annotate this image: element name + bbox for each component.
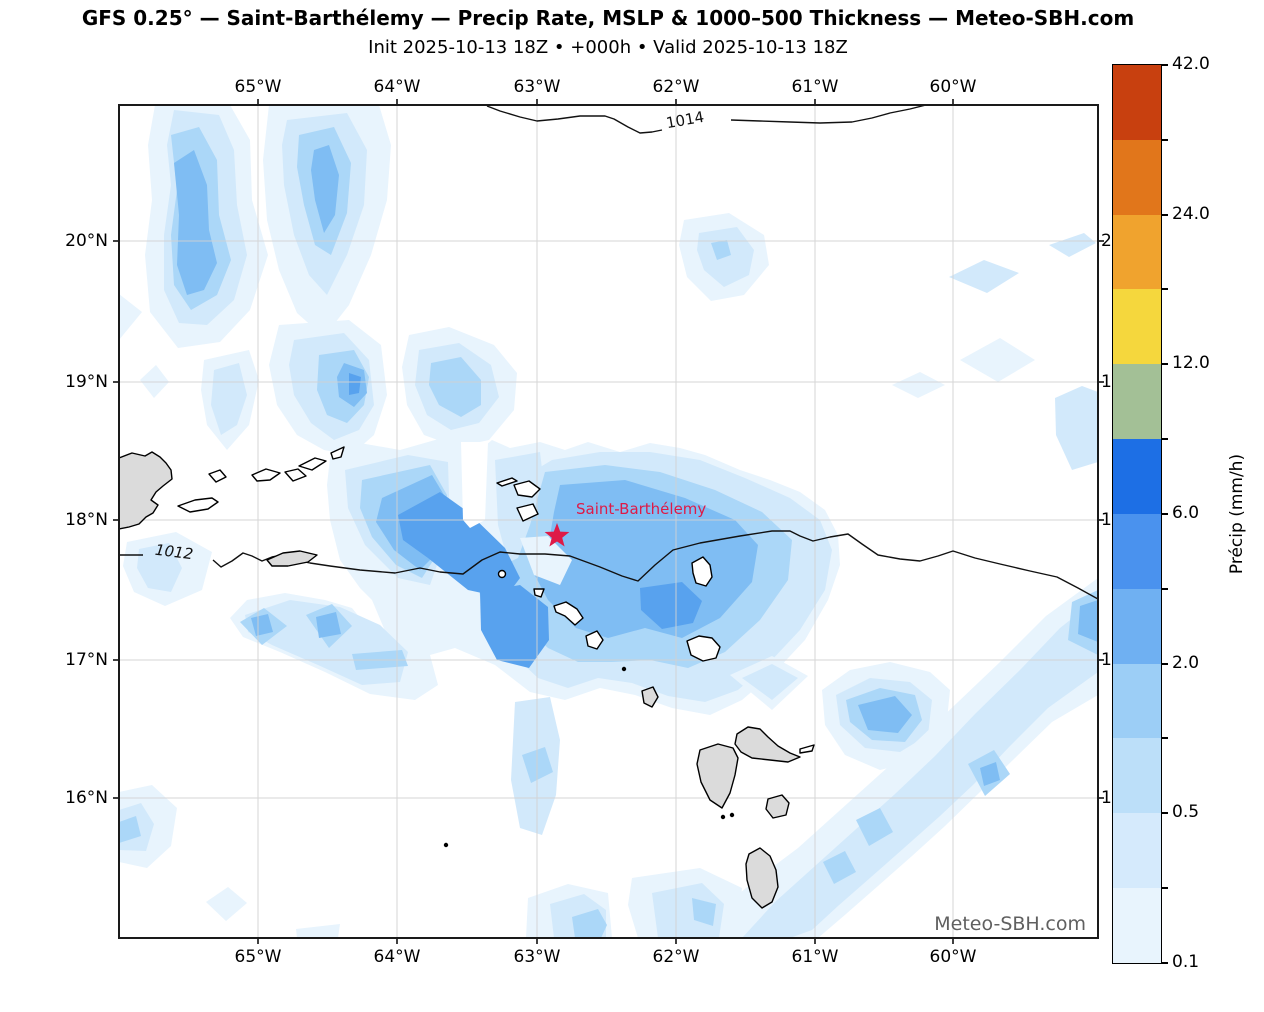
precip-shading	[119, 105, 1098, 938]
graticule	[119, 105, 1098, 938]
colorbar-segment	[1113, 364, 1161, 439]
lon-tick-top: 62°W	[652, 77, 700, 97]
lon-tick-bottom: 63°W	[513, 947, 561, 967]
subtitle: Init 2025-10-13 18Z • +000h • Valid 2025…	[368, 37, 848, 58]
colorbar-segment	[1113, 888, 1161, 963]
colorbar-tick	[1161, 588, 1168, 590]
colorbar-tick	[1161, 438, 1168, 440]
colorbar-tick	[1161, 887, 1168, 889]
lon-tick-bottom: 65°W	[234, 947, 282, 967]
colorbar-tick	[1161, 214, 1168, 216]
colorbar-tick	[1161, 737, 1168, 739]
colorbar-tick	[1161, 812, 1168, 814]
islands	[119, 446, 815, 909]
colorbar-tick-label: 6.0	[1172, 503, 1200, 523]
colorbar-tick-label: 24.0	[1172, 204, 1210, 224]
colorbar-segment	[1113, 813, 1161, 888]
colorbar-tick	[1161, 64, 1168, 66]
colorbar-tick-label: 12.0	[1172, 353, 1210, 373]
lon-tick-bottom: 60°W	[929, 947, 977, 967]
lon-tick-bottom: 64°W	[373, 947, 421, 967]
page-title: GFS 0.25° — Saint-Barthélemy — Precip Ra…	[81, 6, 1135, 30]
colorbar-segment	[1113, 65, 1161, 140]
colorbar-tick	[1161, 139, 1168, 141]
colorbar-tick-label: 2.0	[1172, 653, 1200, 673]
lat-tick-left: 20°N	[65, 231, 108, 251]
lat-tick-right-clipped: 18°N	[1101, 510, 1114, 530]
lon-tick-top: 61°W	[791, 77, 839, 97]
colorbar-segment	[1113, 439, 1161, 514]
lat-tick-left: 19°N	[65, 372, 108, 392]
colorbar-tick	[1161, 663, 1168, 665]
colorbar-tick	[1161, 363, 1168, 365]
lat-tick-left: 18°N	[65, 510, 108, 530]
colorbar-segment	[1113, 289, 1161, 364]
station-label: Saint-Barthélemy	[576, 500, 707, 518]
colorbar-segment	[1113, 140, 1161, 215]
lon-tick-top: 63°W	[513, 77, 561, 97]
lat-tick-right-clipped: 20°N	[1101, 231, 1114, 251]
colorbar-segment	[1113, 664, 1161, 738]
colorbar-tick	[1161, 962, 1168, 964]
colorbar-segment	[1113, 215, 1161, 289]
lon-tick-top: 64°W	[373, 77, 421, 97]
lon-tick-bottom: 61°W	[791, 947, 839, 967]
colorbar-segment	[1113, 514, 1161, 589]
colorbar-tick	[1161, 288, 1168, 290]
colorbar-tick-label: 0.1	[1172, 952, 1200, 972]
station-star-icon	[544, 523, 570, 547]
lon-tick-bottom: 62°W	[652, 947, 700, 967]
colorbar	[1112, 64, 1162, 964]
lat-tick-right-clipped: 17°N	[1101, 650, 1114, 670]
lat-tick-left: 16°N	[65, 788, 108, 808]
lat-tick-right-clipped: 19°N	[1101, 372, 1114, 392]
colorbar-segment	[1113, 738, 1161, 813]
colorbar-tick-label: 0.5	[1172, 802, 1200, 822]
lon-tick-top: 65°W	[234, 77, 282, 97]
lat-tick-right-clipped: 16°N	[1101, 788, 1114, 808]
lon-tick-top: 60°W	[929, 77, 977, 97]
watermark: Meteo-SBH.com	[934, 913, 1086, 935]
colorbar-tick-label: 42.0	[1172, 54, 1210, 74]
lat-tick-left: 17°N	[65, 650, 108, 670]
colorbar-axis-label: Précip (mm/h)	[1227, 453, 1247, 575]
map-frame	[118, 104, 1099, 939]
colorbar-segment	[1113, 589, 1161, 664]
colorbar-tick	[1161, 513, 1168, 515]
